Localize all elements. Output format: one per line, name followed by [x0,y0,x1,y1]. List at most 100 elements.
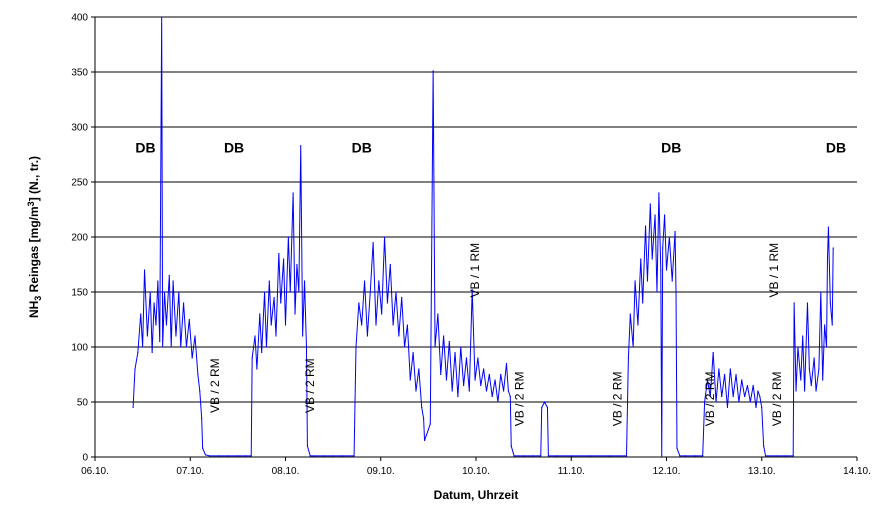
data-point [264,291,265,292]
data-point [814,357,815,358]
data-point [661,455,662,456]
data-point [827,258,828,259]
data-point [186,346,187,347]
data-point [660,269,661,270]
data-point [370,291,371,292]
data-point [153,302,154,303]
data-point [826,346,827,347]
data-point [702,455,703,456]
data-point [428,429,429,430]
data-point [426,434,427,435]
annotation-db: DB [224,139,244,155]
data-point [254,335,255,336]
data-point [273,297,274,298]
data-point [628,357,629,358]
data-point [676,448,677,449]
annotation-db: DB [826,139,846,155]
data-point [259,313,260,314]
annotation-vb: VB / 2 RM [208,358,222,413]
data-point [293,192,294,193]
data-point [401,297,402,298]
data-point [390,264,391,265]
data-point [373,242,374,243]
data-point [815,390,816,391]
data-point [523,455,524,456]
data-point [159,341,160,342]
data-point [669,236,670,237]
x-axis-title: Datum, Uhrzeit [434,488,519,502]
data-point [164,291,165,292]
data-point [387,302,388,303]
data-point [489,374,490,375]
data-point [304,280,305,281]
data-point [804,390,805,391]
data-point [443,335,444,336]
data-point [800,379,801,380]
data-point [637,324,638,325]
data-point [824,324,825,325]
data-point [178,291,179,292]
annotation-vb: VB / 1 RM [468,243,482,298]
data-point [508,390,509,391]
data-point [266,346,267,347]
data-point [724,374,725,375]
data-point [474,379,475,380]
x-tick-label: 08.10. [272,466,300,477]
data-point [201,418,202,419]
data-point [735,374,736,375]
x-tick-label: 06.10. [81,466,109,477]
data-point [750,401,751,402]
data-point [503,390,504,391]
data-point [421,407,422,408]
data-point [571,455,572,456]
x-tick-label: 13.10. [748,466,776,477]
data-point [533,455,534,456]
data-point [307,445,308,446]
data-point [486,390,487,391]
data-point [457,396,458,397]
y-tick-label: 400 [71,13,88,24]
annotation-vb: VB / 2 RM [703,372,717,427]
data-point [492,396,493,397]
x-tick-label: 09.10. [367,466,395,477]
data-point [162,346,163,347]
data-point [133,407,134,408]
data-point [460,346,461,347]
data-point [759,396,760,397]
data-point [645,225,646,226]
data-point [832,324,833,325]
data-point [744,396,745,397]
data-point [302,335,303,336]
data-point [642,302,643,303]
data-point [753,385,754,386]
data-point [393,324,394,325]
data-point [654,214,655,215]
data-point [675,291,676,292]
annotation-db: DB [661,139,681,155]
x-tick-label: 12.10. [653,466,681,477]
annotation-vb: VB / 2 RM [611,372,625,427]
data-point [137,352,138,353]
data-point [197,374,198,375]
x-tick-labels: 06.10. 07.10. 08.10. 09.10. 10.10. 11.10. 12.1… [81,457,871,477]
data-point [189,319,190,320]
data-point [662,247,663,248]
data-point [306,346,307,347]
data-point [818,368,819,369]
data-point [171,346,172,347]
x-tick-label: 14.10. [843,466,871,477]
data-point [202,448,203,449]
data-point [650,203,651,204]
data-point [811,385,812,386]
data-point [278,253,279,254]
x-tick-label: 07.10. [176,466,204,477]
data-point [407,324,408,325]
y-tick-label: 200 [71,233,88,244]
data-point [634,280,635,281]
data-point [433,70,434,71]
data-point [134,368,135,369]
data-point [269,280,270,281]
series-line [133,17,833,456]
data-point [261,352,262,353]
data-point [500,374,501,375]
